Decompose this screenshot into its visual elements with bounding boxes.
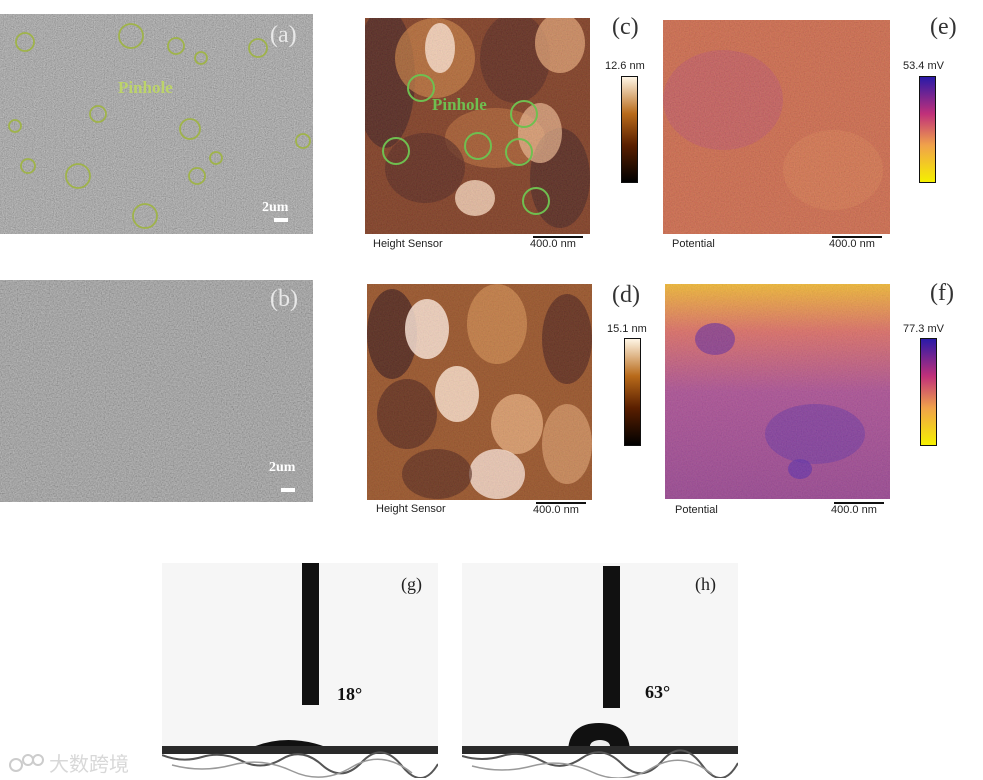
sem-image-b <box>0 280 313 502</box>
pinhole-marker <box>167 37 185 55</box>
pinhole-marker <box>194 51 208 65</box>
panel-label-e: (e) <box>930 14 957 40</box>
panel-label-c: (c) <box>612 14 639 40</box>
kpfm-potential-image-f <box>665 284 890 499</box>
colorbar-max-c: 12.6 nm <box>605 60 645 72</box>
watermark: 大数跨境 <box>8 748 129 777</box>
pinhole-marker <box>522 187 550 215</box>
pinhole-marker <box>188 167 206 185</box>
scale-label-f: 400.0 nm <box>831 504 877 516</box>
panel-label-b: (b) <box>270 286 298 312</box>
pinhole-marker <box>179 118 201 140</box>
colorbar-max-f: 77.3 mV <box>903 323 944 335</box>
pinhole-marker <box>382 137 410 165</box>
afm-height-image-c <box>365 18 590 234</box>
contact-angle-g: 18° <box>337 684 363 704</box>
pinhole-marker <box>15 32 35 52</box>
pinhole-marker <box>118 23 144 49</box>
pinhole-marker <box>505 138 533 166</box>
pinhole-marker <box>8 119 22 133</box>
panel-label-a: (a) <box>270 22 297 48</box>
scale-bar-d <box>536 502 586 504</box>
pinhole-marker <box>89 105 107 123</box>
panel-label-f: (f) <box>930 280 954 306</box>
pinhole-marker <box>407 74 435 102</box>
kpfm-potential-image-e <box>663 20 890 234</box>
scale-label-a: 2um <box>262 200 289 215</box>
pinhole-marker <box>209 151 223 165</box>
caption-c: Height Sensor <box>373 238 443 250</box>
contact-angle-h: 63° <box>645 682 671 702</box>
colorbar-d <box>624 338 641 446</box>
pinhole-marker <box>464 132 492 160</box>
caption-f: Potential <box>675 504 718 516</box>
colorbar-f <box>920 338 937 446</box>
caption-d: Height Sensor <box>376 503 446 515</box>
scale-bar-f <box>834 502 884 504</box>
panel-label-d: (d) <box>612 282 640 308</box>
afm-height-image-d <box>367 284 592 500</box>
watermark-logo-icon <box>9 753 44 772</box>
pinhole-marker <box>20 158 36 174</box>
contact-angle-image-h <box>462 563 738 778</box>
colorbar-max-e: 53.4 mV <box>903 60 944 72</box>
pinhole-label-a: Pinhole <box>118 78 173 97</box>
scale-bar-e <box>832 236 882 238</box>
scale-bar-a <box>274 218 288 222</box>
scale-label-b: 2um <box>269 460 296 475</box>
pinhole-marker <box>65 163 91 189</box>
scale-label-c: 400.0 nm <box>530 238 576 250</box>
contact-angle-image-g <box>162 563 438 778</box>
pinhole-marker <box>248 38 268 58</box>
colorbar-e <box>919 76 936 183</box>
pinhole-marker <box>510 100 538 128</box>
scale-label-d: 400.0 nm <box>533 504 579 516</box>
sem-image-a <box>0 14 313 234</box>
pinhole-label-c: Pinhole <box>432 95 487 114</box>
colorbar-c <box>621 76 638 183</box>
panel-label-g: (g) <box>401 574 422 594</box>
caption-e: Potential <box>672 238 715 250</box>
colorbar-max-d: 15.1 nm <box>607 323 647 335</box>
pinhole-marker <box>295 133 311 149</box>
pinhole-marker <box>132 203 158 229</box>
scale-label-e: 400.0 nm <box>829 238 875 250</box>
scale-bar-c <box>533 236 583 238</box>
panel-label-h: (h) <box>695 574 716 594</box>
scale-bar-b <box>281 488 295 492</box>
watermark-text: 大数跨境 <box>49 752 129 776</box>
